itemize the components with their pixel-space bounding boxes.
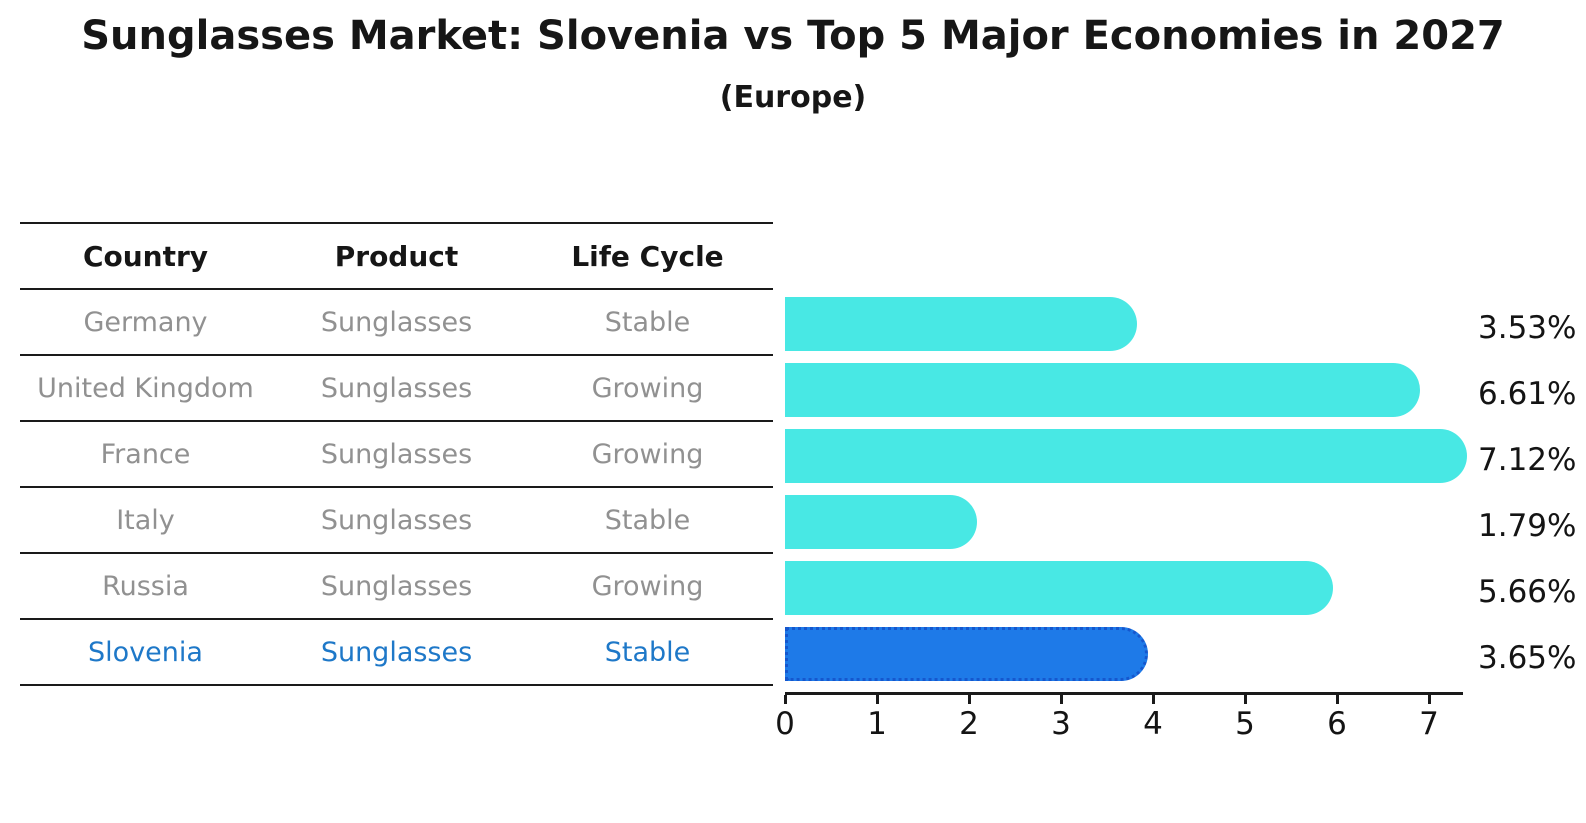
cell-product: Sunglasses	[320, 438, 473, 470]
comparison-table: Country Product Life Cycle Germany Sunglasse…	[20, 222, 773, 686]
x-axis-tick-5	[1244, 695, 1247, 704]
cell-country: United Kingdom	[37, 372, 254, 404]
bar-value-label-germany: 3.53%	[1478, 310, 1577, 346]
cell-product: Sunglasses	[320, 306, 473, 338]
table-row-russia: Russia Sunglasses Growing	[20, 552, 773, 618]
cell-life-cycle: Stable	[604, 504, 691, 536]
cell-product: Sunglasses	[320, 504, 473, 536]
cell-life-cycle: Growing	[591, 438, 704, 470]
table-header-product: Product	[334, 239, 459, 273]
bar-germany	[785, 297, 1137, 351]
cell-country: Germany	[83, 306, 208, 338]
x-axis-tick-2	[968, 695, 971, 704]
bar-united-kingdom	[785, 363, 1420, 417]
bar-value-label-united-kingdom: 6.61%	[1478, 376, 1577, 412]
table-row-slovenia: Slovenia Sunglasses Stable	[20, 618, 773, 684]
x-axis-line	[785, 692, 1463, 695]
x-axis-tick-label-1: 1	[867, 706, 887, 742]
cell-life-cycle: Growing	[591, 570, 704, 602]
cell-country: Slovenia	[88, 636, 203, 668]
cell-life-cycle: Growing	[591, 372, 704, 404]
x-axis-tick-3	[1060, 695, 1063, 704]
bar-russia	[785, 561, 1333, 615]
table-row-italy: Italy Sunglasses Stable	[20, 486, 773, 552]
x-axis-tick-label-4: 4	[1143, 706, 1163, 742]
table-header-life-cycle: Life Cycle	[571, 239, 724, 273]
table-header-row: Country Product Life Cycle	[20, 222, 773, 288]
bar-slovenia	[785, 627, 1148, 681]
bar-value-label-italy: 1.79%	[1478, 508, 1577, 544]
figure-subtitle: (Europe)	[719, 80, 867, 115]
table-row-united-kingdom: United Kingdom Sunglasses Growing	[20, 354, 773, 420]
x-axis-tick-label-6: 6	[1327, 706, 1347, 742]
cell-life-cycle: Stable	[604, 636, 691, 668]
bar-france	[785, 429, 1467, 483]
table-row-france: France Sunglasses Growing	[20, 420, 773, 486]
cell-country: Italy	[116, 504, 175, 536]
cell-life-cycle: Stable	[604, 306, 691, 338]
x-axis-tick-label-5: 5	[1235, 706, 1255, 742]
bar-value-label-france: 7.12%	[1478, 442, 1577, 478]
figure-title: Sunglasses Market: Slovenia vs Top 5 Maj…	[81, 13, 1505, 59]
cell-country: France	[100, 438, 191, 470]
table-row-germany: Germany Sunglasses Stable	[20, 288, 773, 354]
cell-product: Sunglasses	[320, 636, 473, 668]
bar-value-label-slovenia: 3.65%	[1478, 640, 1577, 676]
table-header-country: Country	[82, 239, 209, 273]
x-axis-tick-label-0: 0	[775, 706, 795, 742]
x-axis-tick-label-3: 3	[1051, 706, 1071, 742]
cell-product: Sunglasses	[320, 372, 473, 404]
bar-value-label-russia: 5.66%	[1478, 574, 1577, 610]
x-axis-tick-4	[1152, 695, 1155, 704]
cell-country: Russia	[102, 570, 189, 602]
cell-product: Sunglasses	[320, 570, 473, 602]
x-axis-tick-6	[1336, 695, 1339, 704]
x-axis-tick-7	[1428, 695, 1431, 704]
x-axis-tick-label-2: 2	[959, 706, 979, 742]
bar-italy	[785, 495, 977, 549]
x-axis-tick-label-7: 7	[1419, 706, 1439, 742]
x-axis-tick-0	[784, 695, 787, 704]
x-axis-tick-1	[876, 695, 879, 704]
